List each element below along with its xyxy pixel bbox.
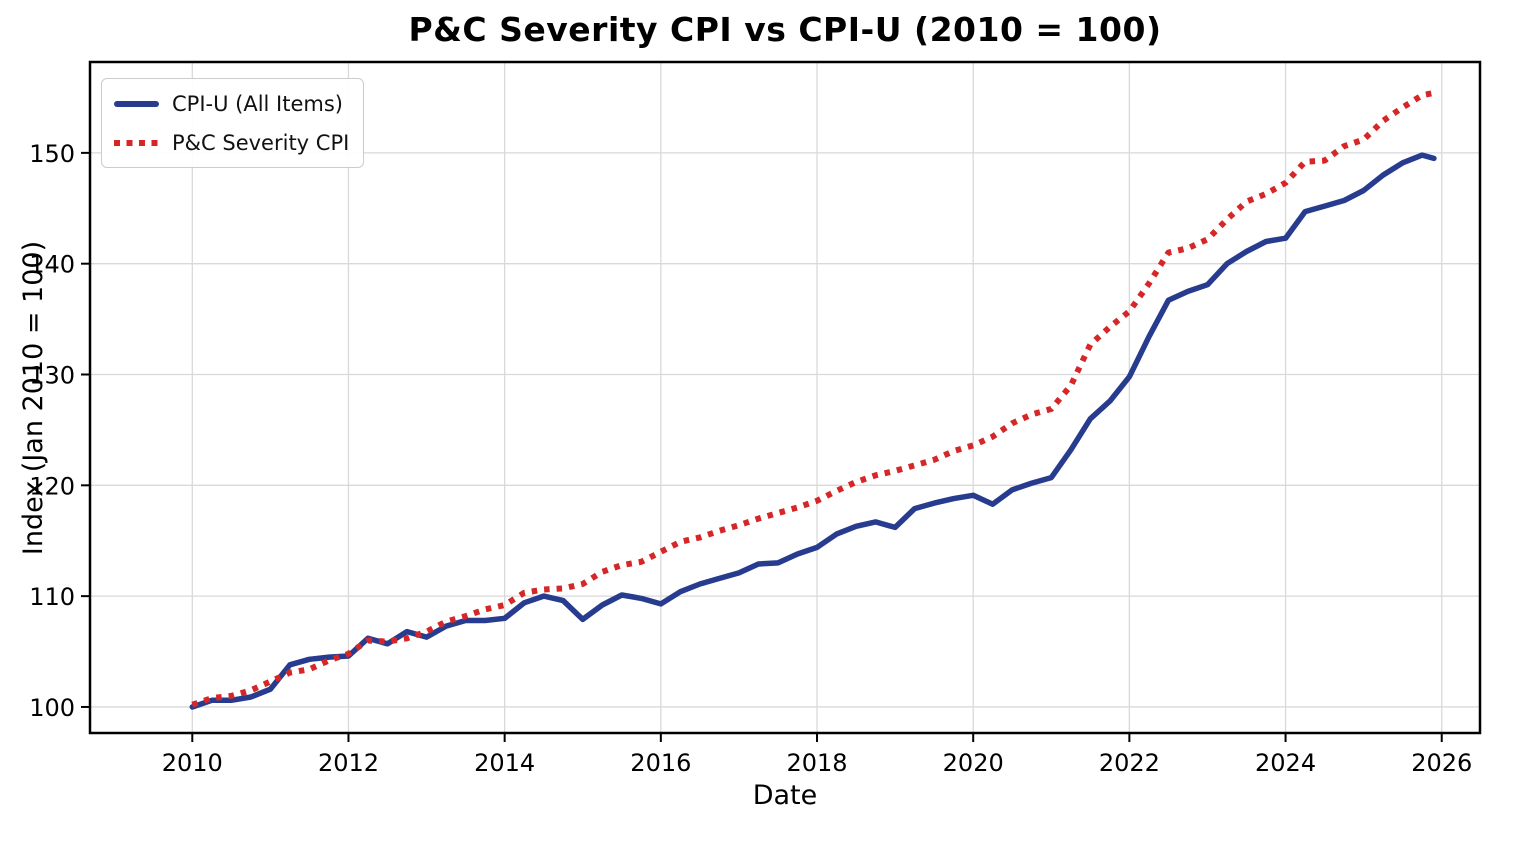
x-tick-label: 2026 (1411, 749, 1472, 777)
plot-frame (88, 60, 1482, 735)
y-axis-label: Index (Jan 2010 = 100) (18, 240, 49, 556)
x-tick-label: 2012 (318, 749, 379, 777)
legend-label-cpiu: CPI-U (All Items) (172, 91, 343, 116)
x-tick-label: 2010 (162, 749, 223, 777)
x-axis-label: Date (752, 780, 818, 811)
legend: CPI-U (All Items) P&C Severity CPI (101, 78, 365, 168)
series-lines (189, 90, 1437, 710)
x-tick-label: 2014 (474, 749, 535, 777)
y-tick-label: 100 (29, 694, 75, 722)
y-tick-label: 120 (29, 472, 75, 500)
legend-solid-line-sample (114, 100, 159, 107)
series-line-severity (191, 90, 1435, 708)
series-line-cpiu (189, 152, 1437, 710)
axis-ticks: 2010 2012 2014 2016 2018 2020 2022 2024 2026 100 1… (29, 140, 1472, 777)
x-tick-label: 2020 (943, 749, 1004, 777)
legend-item-cpiu: CPI-U (All Items) (114, 87, 349, 120)
legend-label-severity: P&C Severity CPI (172, 130, 350, 155)
x-tick-label: 2018 (786, 749, 847, 777)
y-tick-label: 130 (29, 362, 75, 390)
gridlines (90, 62, 1480, 733)
y-tick-label: 150 (29, 140, 75, 168)
chart-title: P&C Severity CPI vs CPI-U (2010 = 100) (408, 10, 1162, 49)
x-tick-label: 2022 (1099, 749, 1160, 777)
legend-item-severity: P&C Severity CPI (114, 126, 349, 159)
y-tick-label: 140 (29, 251, 75, 279)
y-tick-label: 110 (29, 583, 75, 611)
x-tick-label: 2024 (1255, 749, 1316, 777)
legend-dotted-line-sample (114, 139, 159, 146)
x-tick-label: 2016 (630, 749, 691, 777)
